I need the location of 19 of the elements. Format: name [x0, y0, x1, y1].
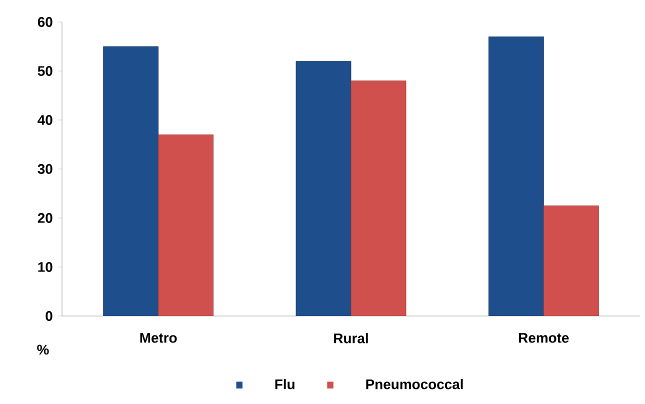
y-tick-label: 20: [38, 213, 52, 223]
legend-label: Flu: [275, 378, 294, 390]
y-tick-label: 30: [38, 164, 52, 174]
y-tick-label: 10: [38, 262, 52, 272]
y-tick-label: 50: [38, 66, 52, 76]
y-axis-title: %: [37, 344, 49, 355]
x-tick-label: Metro: [140, 333, 177, 343]
bar: [296, 60, 352, 316]
bar: [158, 134, 214, 316]
x-tick-label: Rural: [334, 333, 368, 344]
legend-label: Pneumococcal: [366, 378, 463, 390]
bar: [488, 36, 544, 316]
y-tick-label: 0: [46, 311, 52, 321]
bar: [543, 206, 599, 316]
bar: [350, 80, 406, 316]
y-tick-label: 60: [38, 17, 52, 27]
y-tick-label: 40: [38, 115, 52, 125]
bar: [103, 46, 159, 316]
x-tick-label: Remote: [519, 333, 569, 343]
